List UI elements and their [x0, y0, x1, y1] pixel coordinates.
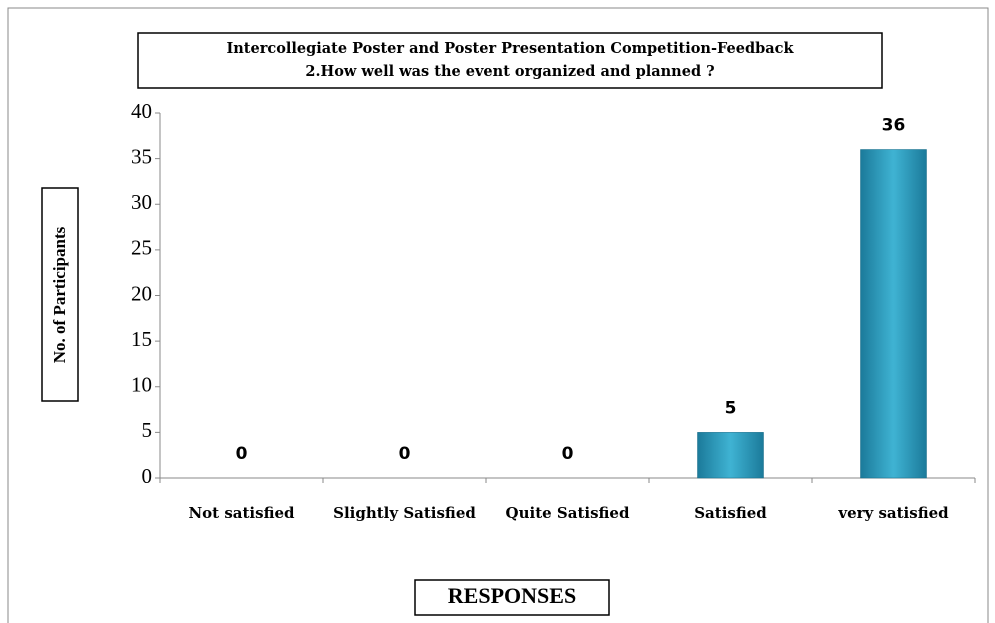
x-tick-label: Satisfied [694, 504, 767, 522]
y-axis-label: No. of Participants [50, 226, 69, 363]
bar [860, 149, 927, 479]
y-tick-label: 35 [131, 144, 152, 168]
y-tick-label: 5 [142, 418, 153, 442]
y-tick-label: 40 [131, 99, 152, 123]
y-tick-label: 30 [131, 190, 152, 214]
data-label: 0 [399, 444, 411, 464]
data-label: 0 [562, 444, 574, 464]
x-tick-label: Slightly Satisfied [333, 504, 476, 522]
data-label: 36 [882, 116, 906, 136]
y-tick-label: 20 [131, 281, 152, 305]
title-box [137, 32, 883, 89]
data-label: 0 [236, 444, 248, 464]
data-label: 5 [725, 398, 737, 418]
x-tick-label: Not satisfied [188, 504, 295, 522]
chart-subtitle: 2.How well was the event organized and p… [305, 63, 714, 80]
x-label-box [414, 579, 610, 616]
x-tick-label: Quite Satisfied [506, 504, 630, 522]
chart-title: Intercollegiate Poster and Poster Presen… [226, 40, 794, 57]
bar [697, 432, 764, 479]
y-label-box [41, 187, 79, 402]
y-tick-label: 0 [142, 464, 153, 488]
x-tick-label: very satisfied [837, 504, 949, 522]
y-tick-label: 10 [131, 373, 152, 397]
x-axis-label: RESPONSES [448, 583, 576, 608]
chart-border [7, 7, 989, 623]
y-tick-label: 15 [131, 327, 152, 351]
y-tick-label: 25 [131, 236, 152, 260]
